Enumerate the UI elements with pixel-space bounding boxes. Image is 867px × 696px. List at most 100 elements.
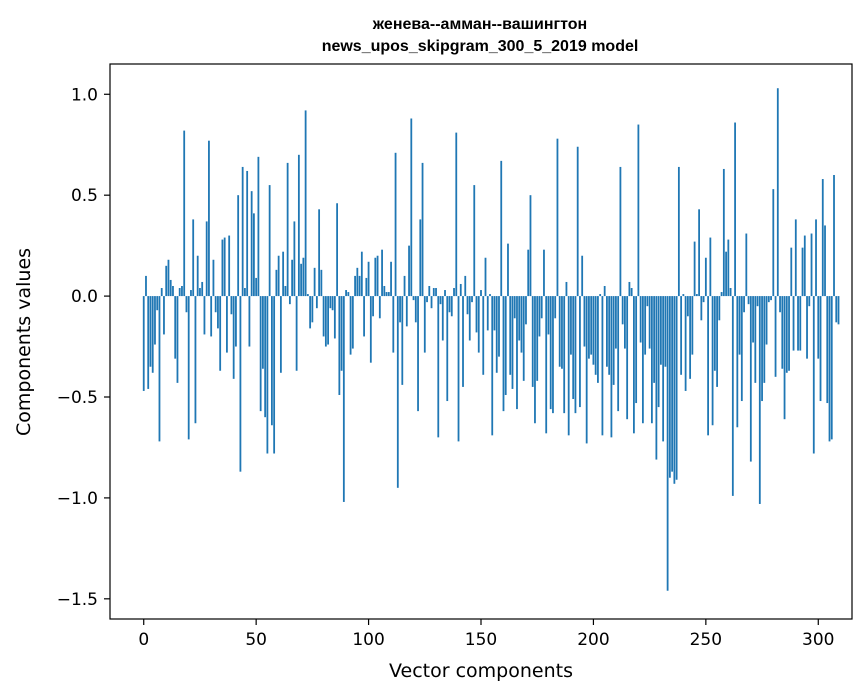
bar-250 bbox=[704, 257, 707, 297]
bar-121 bbox=[414, 296, 417, 323]
bar-59 bbox=[275, 269, 278, 297]
bar-33 bbox=[217, 296, 219, 329]
y-axis-ticks: 1.0 0.5 0.0 −0.5 −1.0 −1.5 bbox=[57, 85, 110, 610]
bar-148 bbox=[475, 296, 478, 333]
bar-26 bbox=[201, 281, 204, 297]
bar-143 bbox=[464, 275, 467, 297]
bar-19 bbox=[185, 296, 188, 313]
bar-133 bbox=[441, 296, 444, 341]
bar-45 bbox=[244, 288, 246, 297]
bar-41 bbox=[235, 296, 237, 347]
bar-296 bbox=[808, 296, 811, 307]
bar-198 bbox=[588, 296, 590, 359]
bar-4 bbox=[151, 296, 154, 373]
bar-292 bbox=[799, 296, 802, 351]
bar-56 bbox=[268, 185, 271, 297]
bar-239 bbox=[680, 296, 683, 375]
bar-168 bbox=[520, 296, 523, 353]
bar-221 bbox=[639, 296, 642, 343]
bar-107 bbox=[383, 286, 386, 297]
bar-215 bbox=[626, 296, 629, 420]
bar-161 bbox=[504, 296, 507, 395]
bar-230 bbox=[659, 296, 662, 365]
bar-179 bbox=[545, 296, 548, 434]
x-tick-label: 100 bbox=[352, 630, 384, 650]
bar-257 bbox=[720, 292, 723, 297]
bar-15 bbox=[176, 296, 179, 383]
bar-225 bbox=[648, 296, 651, 349]
bar-134 bbox=[444, 290, 446, 297]
bar-65 bbox=[288, 296, 291, 305]
bar-128 bbox=[430, 296, 433, 309]
bar-307 bbox=[833, 175, 835, 297]
bar-278 bbox=[767, 296, 770, 303]
bar-98 bbox=[363, 296, 365, 337]
bar-90 bbox=[345, 290, 347, 297]
bar-281 bbox=[774, 296, 777, 377]
bar-150 bbox=[480, 290, 482, 297]
bar-220 bbox=[637, 124, 640, 297]
bar-207 bbox=[608, 296, 611, 375]
bar-81 bbox=[324, 296, 327, 347]
bar-190 bbox=[570, 296, 572, 355]
bar-256 bbox=[718, 296, 721, 321]
bar-96 bbox=[358, 275, 361, 297]
bar-123 bbox=[419, 219, 422, 297]
bar-308 bbox=[835, 296, 838, 323]
bar-52 bbox=[259, 296, 262, 412]
bar-124 bbox=[421, 162, 424, 297]
bar-94 bbox=[354, 275, 356, 297]
x-tick-label: 50 bbox=[245, 630, 267, 650]
bar-97 bbox=[360, 251, 363, 297]
bar-35 bbox=[221, 239, 224, 297]
bar-275 bbox=[761, 296, 763, 402]
bar-130 bbox=[435, 288, 437, 297]
bar-127 bbox=[428, 286, 431, 297]
bar-11 bbox=[167, 259, 170, 297]
bar-76 bbox=[313, 267, 316, 297]
bar-272 bbox=[754, 296, 757, 383]
bar-309 bbox=[837, 296, 840, 325]
bar-273 bbox=[756, 296, 759, 307]
bar-154 bbox=[489, 294, 491, 297]
x-axis-label: Vector components bbox=[389, 660, 573, 682]
bar-48 bbox=[250, 191, 253, 297]
y-tick-label: 1.0 bbox=[71, 85, 98, 105]
bar-25 bbox=[199, 288, 201, 297]
bar-181 bbox=[549, 296, 552, 410]
bar-68 bbox=[295, 296, 298, 371]
bar-288 bbox=[790, 247, 793, 297]
bar-180 bbox=[547, 296, 550, 335]
bar-306 bbox=[830, 296, 833, 440]
bar-84 bbox=[331, 296, 334, 311]
bar-167 bbox=[518, 296, 521, 341]
bar-109 bbox=[387, 292, 390, 297]
bar-30 bbox=[210, 296, 213, 337]
plot-frame bbox=[109, 63, 853, 620]
bar-43 bbox=[239, 296, 242, 472]
bar-32 bbox=[214, 296, 217, 313]
bar-217 bbox=[630, 288, 633, 297]
bar-216 bbox=[628, 281, 631, 297]
bar-40 bbox=[232, 296, 235, 379]
chart-title-line2: news_upos_skipgram_300_5_2019 model bbox=[322, 38, 639, 55]
bar-234 bbox=[668, 296, 671, 478]
bar-64 bbox=[286, 162, 289, 297]
bar-253 bbox=[711, 296, 714, 426]
bar-144 bbox=[466, 296, 469, 315]
bar-112 bbox=[394, 152, 397, 297]
bar-298 bbox=[812, 296, 815, 454]
bar-70 bbox=[300, 263, 303, 297]
bar-88 bbox=[340, 296, 343, 371]
bar-126 bbox=[426, 296, 428, 303]
bar-122 bbox=[417, 296, 419, 412]
bar-231 bbox=[662, 296, 665, 442]
bar-210 bbox=[615, 296, 617, 349]
bar-163 bbox=[509, 296, 512, 375]
bar-71 bbox=[302, 257, 305, 297]
bar-108 bbox=[385, 292, 388, 297]
bar-117 bbox=[405, 296, 408, 327]
bar-57 bbox=[270, 296, 273, 426]
bar-42 bbox=[237, 195, 240, 297]
